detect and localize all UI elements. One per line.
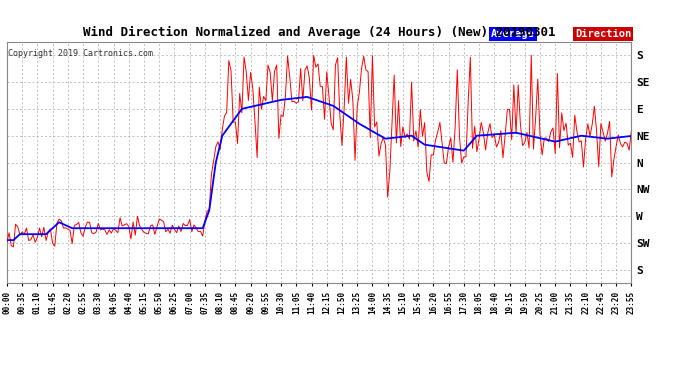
Title: Wind Direction Normalized and Average (24 Hours) (New) 20190301: Wind Direction Normalized and Average (2…: [83, 26, 555, 39]
Text: Average: Average: [491, 29, 535, 39]
Text: Copyright 2019 Cartronics.com: Copyright 2019 Cartronics.com: [8, 49, 153, 58]
Text: Direction: Direction: [575, 29, 631, 39]
